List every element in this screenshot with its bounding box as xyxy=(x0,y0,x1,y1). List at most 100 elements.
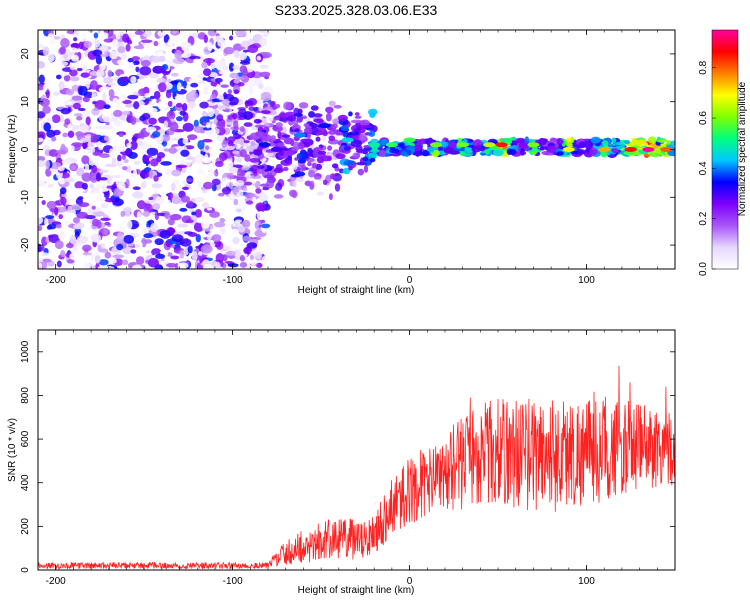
noise-blob xyxy=(185,91,197,102)
noise-blob xyxy=(76,116,83,121)
signal-blob xyxy=(290,174,301,178)
signal-blob xyxy=(340,125,349,132)
noise-blob xyxy=(127,39,133,45)
noise-blob xyxy=(38,243,42,252)
noise-blob xyxy=(156,77,167,83)
noise-blob xyxy=(166,110,176,121)
x-tick-label: 0 xyxy=(407,576,413,587)
noise-blob xyxy=(261,52,272,59)
signal-blob xyxy=(256,168,265,175)
signal-blob xyxy=(566,137,572,143)
noise-blob xyxy=(206,207,213,211)
noise-blob xyxy=(109,148,114,158)
y-tick-label: 1000 xyxy=(20,340,31,363)
noise-blob xyxy=(120,210,126,217)
y-tick-label: 20 xyxy=(20,48,31,60)
noise-blob xyxy=(154,238,164,246)
noise-blob xyxy=(182,122,194,132)
noise-blob xyxy=(103,38,114,43)
noise-blob xyxy=(222,159,234,170)
x-tick-label: -200 xyxy=(46,576,66,587)
noise-blob xyxy=(179,41,192,49)
noise-blob xyxy=(59,187,67,195)
signal-blob xyxy=(601,140,609,147)
signal-peak xyxy=(318,123,331,129)
noise-blob xyxy=(136,96,146,101)
noise-blob xyxy=(282,166,289,172)
signal-blob xyxy=(508,148,517,156)
noise-blob xyxy=(117,154,122,162)
signal-blob xyxy=(287,155,293,161)
noise-blob xyxy=(154,196,165,206)
signal-blob xyxy=(282,150,295,157)
noise-blob xyxy=(56,260,62,268)
noise-blob xyxy=(85,80,90,90)
colorbar-frame xyxy=(711,29,739,270)
noise-blob xyxy=(143,233,154,239)
signal-blob xyxy=(350,139,363,148)
noise-blob xyxy=(179,110,186,116)
noise-blob xyxy=(67,123,73,131)
noise-blob xyxy=(246,242,258,249)
noise-blob xyxy=(103,227,109,236)
noise-blob xyxy=(91,205,96,210)
noise-blob xyxy=(62,132,68,138)
noise-blob xyxy=(105,212,117,216)
noise-blob xyxy=(104,197,116,203)
noise-blob xyxy=(103,135,110,142)
signal-peak xyxy=(341,137,354,143)
noise-blob xyxy=(150,158,159,167)
noise-blob xyxy=(209,211,220,218)
noise-blob xyxy=(175,145,188,151)
noise-blob xyxy=(153,90,161,100)
noise-blob xyxy=(268,117,274,122)
noise-blob xyxy=(201,157,212,164)
signal-peak xyxy=(527,142,540,148)
noise-blob xyxy=(170,255,180,260)
noise-blob xyxy=(224,108,231,113)
noise-blob xyxy=(49,168,58,172)
noise-blob xyxy=(141,113,151,120)
noise-blob xyxy=(58,230,66,241)
signal-blob xyxy=(350,119,363,124)
signal-blob xyxy=(303,123,310,127)
signal-blob xyxy=(328,135,336,142)
noise-blob xyxy=(251,174,262,179)
signal-blob xyxy=(275,138,281,143)
noise-blob xyxy=(116,59,129,65)
noise-blob xyxy=(38,155,46,162)
noise-blob xyxy=(78,202,90,208)
noise-blob xyxy=(134,178,146,183)
noise-blob xyxy=(104,221,111,226)
signal-blob xyxy=(556,139,564,145)
signal-blob xyxy=(277,130,282,139)
noise-blob xyxy=(81,172,92,182)
noise-blob xyxy=(203,86,209,96)
signal-blob xyxy=(624,140,631,145)
x-tick-label: -100 xyxy=(223,576,243,587)
noise-blob xyxy=(260,91,272,102)
noise-blob xyxy=(112,254,125,259)
noise-blob xyxy=(47,33,54,41)
noise-blob xyxy=(182,103,188,112)
signal-blob xyxy=(311,162,317,169)
signal-blob xyxy=(368,130,376,137)
noise-blob xyxy=(46,118,53,122)
noise-blob xyxy=(81,182,88,190)
noise-blob xyxy=(133,101,140,110)
noise-blob xyxy=(235,205,244,210)
noise-blob xyxy=(153,40,159,47)
x-tick-label: 0 xyxy=(407,275,413,286)
signal-blob xyxy=(541,151,550,156)
noise-blob xyxy=(43,82,56,92)
noise-blob xyxy=(97,188,109,192)
noise-blob xyxy=(131,56,141,61)
noise-blob xyxy=(221,140,228,149)
noise-blob xyxy=(132,191,144,199)
noise-blob xyxy=(112,105,125,110)
noise-blob xyxy=(81,244,92,252)
noise-blob xyxy=(133,160,141,165)
signal-peak xyxy=(293,132,306,138)
signal-blob xyxy=(291,146,299,152)
